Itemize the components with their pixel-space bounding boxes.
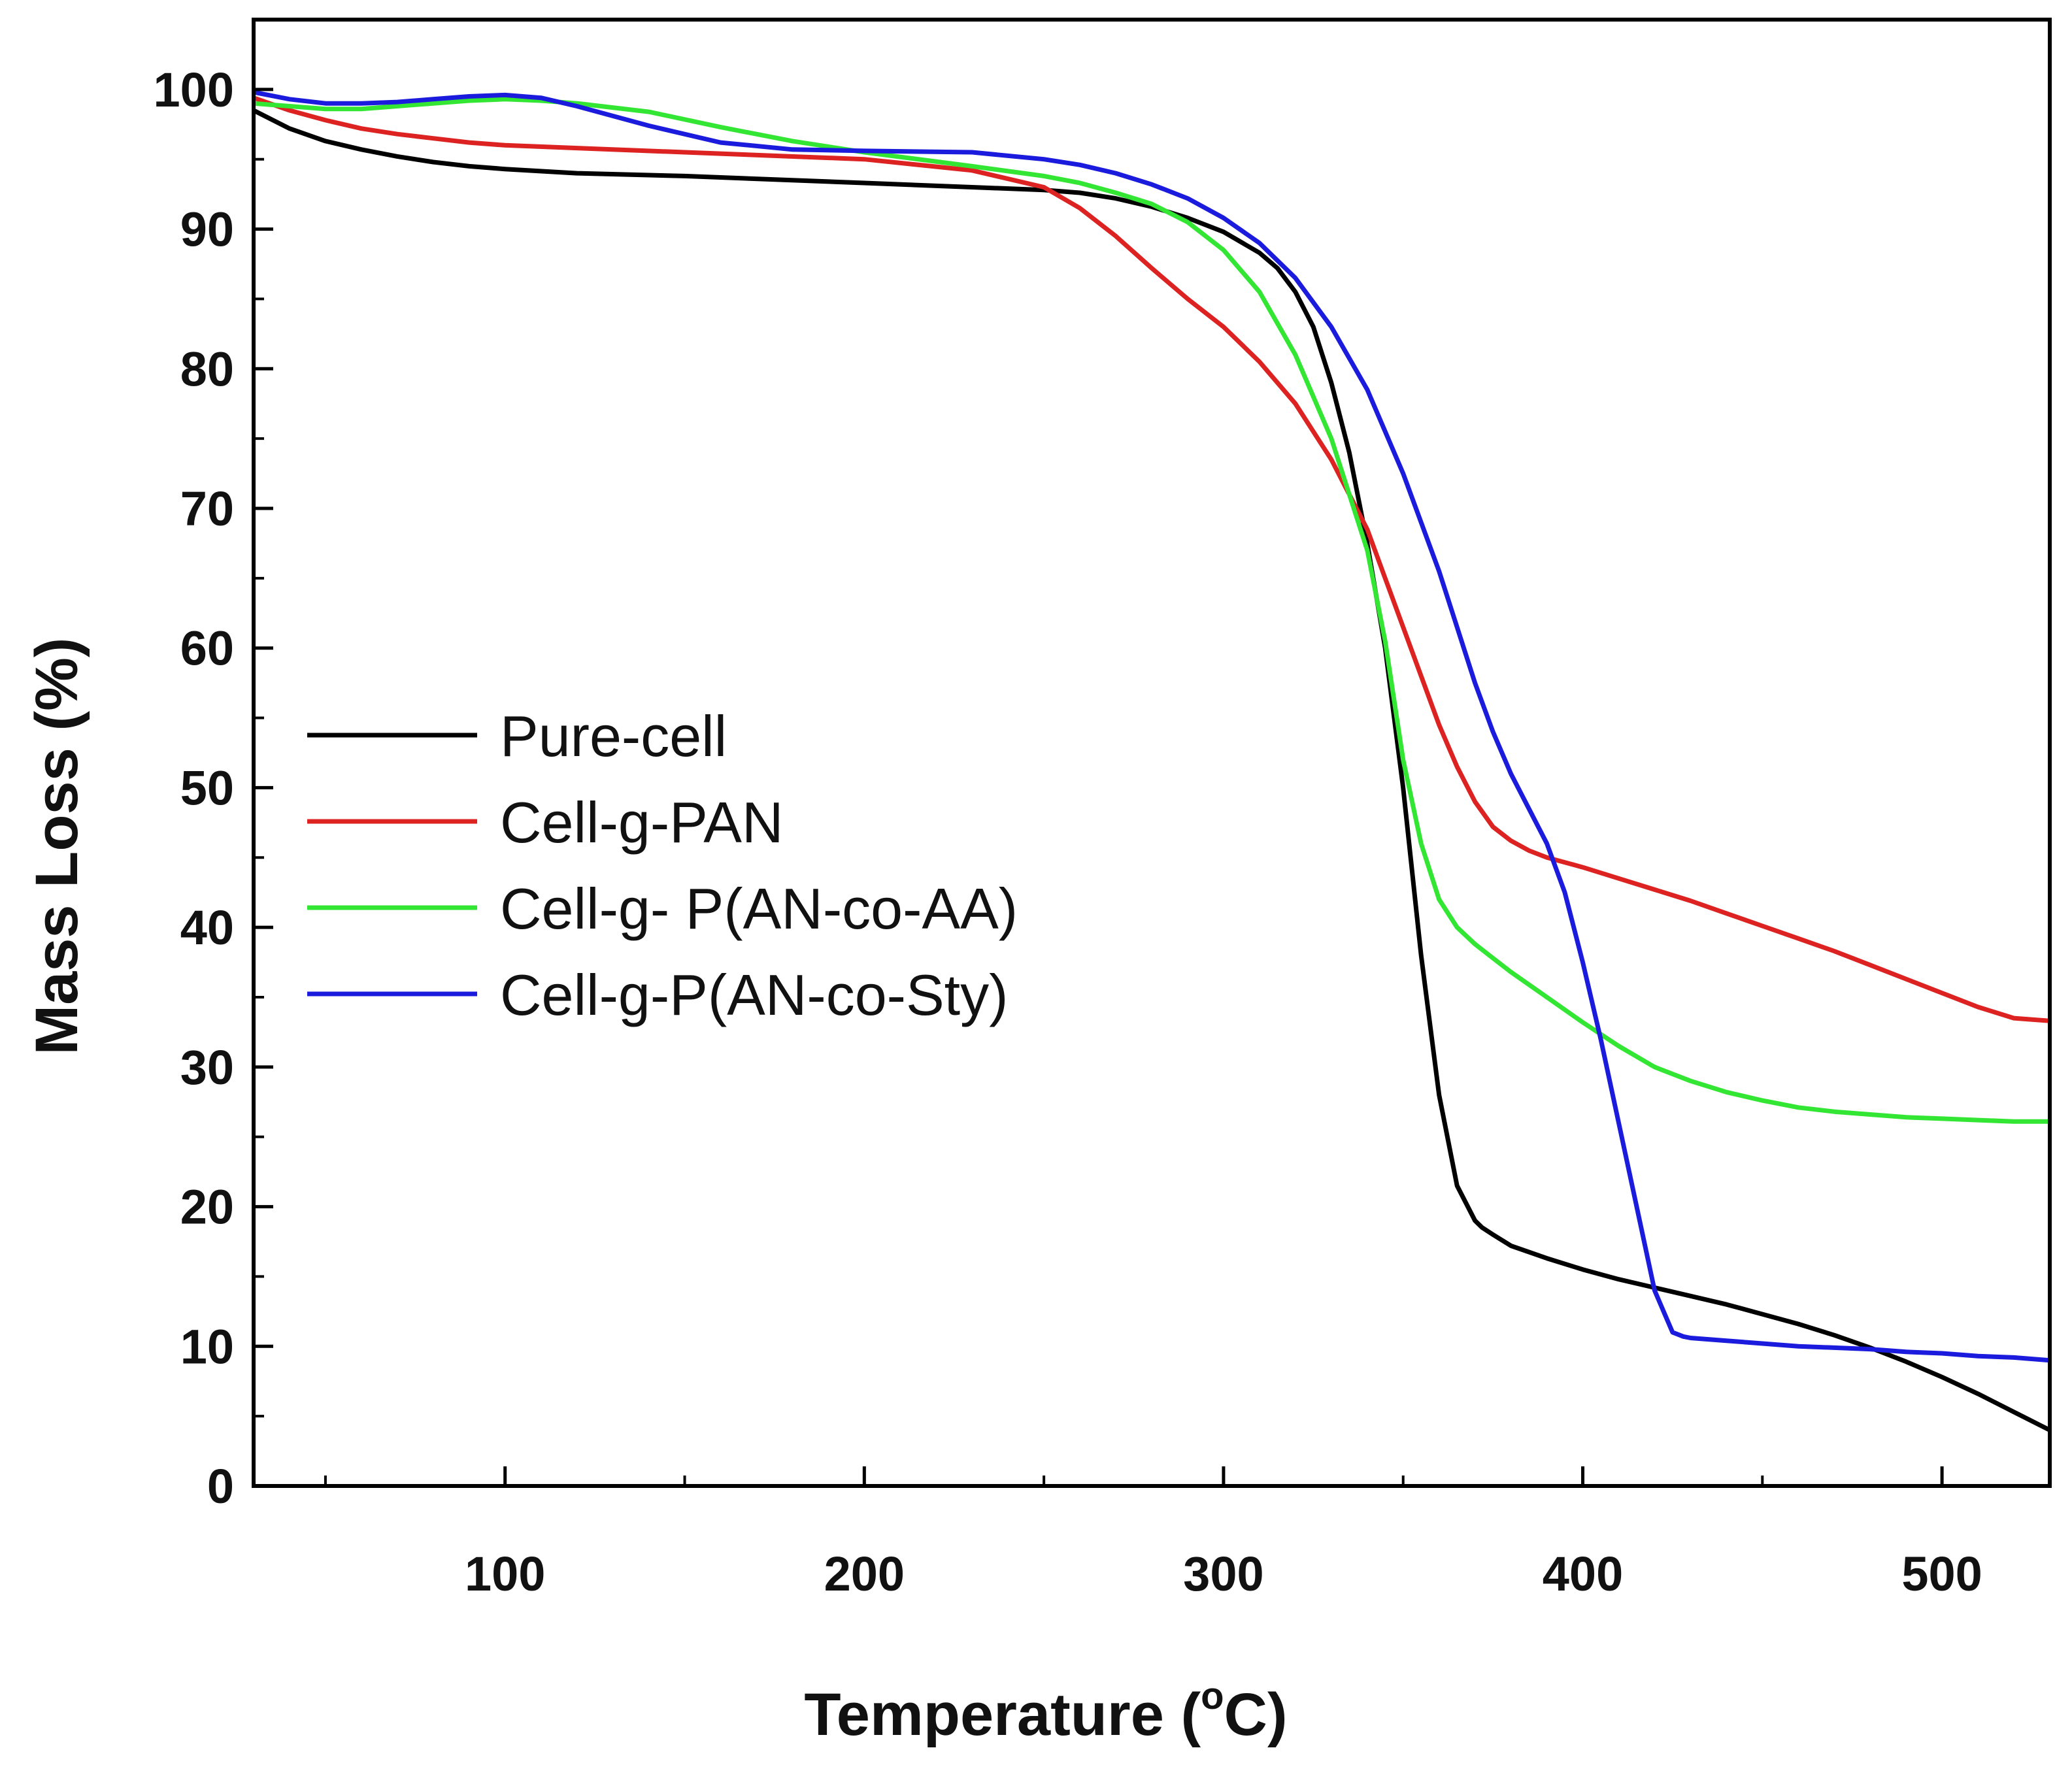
y-tick-label-70: 70 bbox=[180, 482, 234, 536]
y-tick-label-0: 0 bbox=[207, 1459, 234, 1513]
legend: Pure-cell Cell-g-PAN Cell-g- P(AN-co-AA) Ce… bbox=[307, 704, 1018, 1027]
series-line-3 bbox=[254, 97, 2050, 1124]
x-tick-label-300: 300 bbox=[1183, 1547, 1263, 1601]
y-tick-label-50: 50 bbox=[180, 761, 234, 815]
y-tick-label-10: 10 bbox=[180, 1319, 234, 1374]
legend-label-3: Cell-g- P(AN-co-AA) bbox=[500, 876, 1018, 941]
degree-superscript: o bbox=[1201, 1675, 1224, 1717]
y-tick-label-20: 20 bbox=[180, 1180, 234, 1234]
axes: 0 10 20 30 40 50 60 70 80 90 100 100 200 300 400 500 bbox=[154, 63, 1982, 1601]
legend-label-2: Cell-g-PAN bbox=[500, 790, 784, 855]
x-tick-label-500: 500 bbox=[1901, 1547, 1982, 1601]
legend-label-1: Pure-cell bbox=[500, 704, 727, 768]
plot-frame bbox=[252, 18, 2052, 1488]
x-tick-label-200: 200 bbox=[824, 1547, 905, 1601]
x-axis-title-text: Temperature ( bbox=[804, 1681, 1201, 1748]
x-axis-title: Temperature (oC) bbox=[804, 1675, 1287, 1748]
x-tick-label-400: 400 bbox=[1543, 1547, 1623, 1601]
y-axis-title: Mass Loss (%) bbox=[24, 637, 90, 1055]
y-tick-label-40: 40 bbox=[180, 900, 234, 955]
series-layer bbox=[254, 90, 2050, 1432]
y-tick-label-80: 80 bbox=[180, 342, 234, 396]
series-line-2 bbox=[254, 95, 2050, 1023]
y-tick-label-100: 100 bbox=[154, 63, 234, 117]
series-line-4 bbox=[254, 90, 2050, 1363]
y-tick-label-90: 90 bbox=[180, 203, 234, 257]
y-tick-label-30: 30 bbox=[180, 1040, 234, 1095]
x-tick-label-100: 100 bbox=[465, 1547, 545, 1601]
x-axis-title-unit: C) bbox=[1224, 1681, 1288, 1748]
y-tick-label-60: 60 bbox=[180, 621, 234, 676]
legend-label-4: Cell-g-P(AN-co-Sty) bbox=[500, 963, 1008, 1027]
